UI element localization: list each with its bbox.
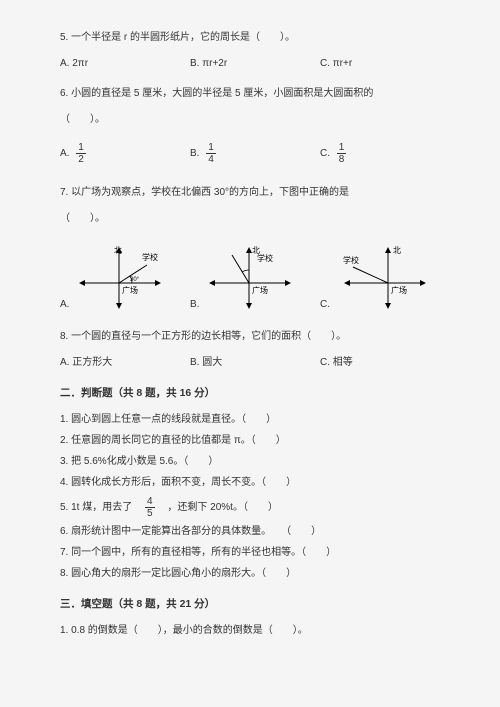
judge-4: 4. 圆转化成长方形后，面积不变，周长不变。（ ）	[60, 475, 450, 491]
svg-text:广场: 广场	[122, 285, 138, 295]
q6-opt-c: C. 1 8	[320, 142, 450, 165]
q8-opt-c: C. 相等	[320, 355, 450, 371]
svg-text:北: 北	[114, 246, 122, 255]
q5-options: A. 2πr B. πr+2r C. πr+r	[60, 56, 450, 72]
q6-options: A. 1 2 B. 1 4 C. 1 8	[60, 142, 450, 165]
judge-7: 7. 同一个圆中，所有的直径相等，所有的半径也相等。（ ）	[60, 545, 450, 561]
fraction-icon: 1 2	[76, 142, 86, 165]
judge-3: 3. 把 5.6%化成小数是 5.6。（ ）	[60, 454, 450, 470]
fraction-icon: 4 5	[145, 496, 155, 519]
fraction-icon: 1 8	[337, 142, 347, 165]
compass-diagram-icon: 北 学校 30° 广场	[72, 243, 167, 313]
judge-6: 6. 扇形统计图中一定能算出各部分的具体数量。 （ ）	[60, 524, 450, 540]
q6-opt-a: A. 1 2	[60, 142, 190, 165]
svg-text:广场: 广场	[391, 285, 407, 295]
svg-text:学校: 学校	[343, 255, 359, 265]
label-b: B.	[190, 297, 199, 313]
q8-text: 8. 一个圆的直径与一个正方形的边长相等，它们的面积（ ）。	[60, 331, 346, 342]
q5-opt-c: C. πr+r	[320, 56, 450, 72]
q6-paren: （ ）。	[60, 112, 450, 128]
j5-pre: 5. 1t 煤，用去了	[60, 502, 142, 513]
diagram-b: B. 北 学校 广场	[190, 243, 320, 313]
label-a: A.	[60, 297, 69, 313]
q8-opt-a: A. 正方形大	[60, 355, 190, 371]
svg-text:30°: 30°	[130, 277, 140, 283]
q5-opt-a: A. 2πr	[60, 56, 190, 72]
q7-paren: （ ）。	[60, 211, 450, 227]
svg-text:广场: 广场	[252, 285, 268, 295]
judge-8: 8. 圆心角大的扇形一定比圆心角小的扇形大。（ ）	[60, 566, 450, 582]
q5-text: 5. 一个半径是 r 的半圆形纸片，它的周长是（ ）。	[60, 32, 295, 43]
q6-b-label: B.	[190, 148, 199, 159]
section-2-title: 二．判断题（共 8 题，共 16 分）	[60, 385, 450, 402]
question-5: 5. 一个半径是 r 的半圆形纸片，它的周长是（ ）。	[60, 30, 450, 46]
fill-1: 1. 0.8 的倒数是（ ），最小的合数的倒数是（ ）。	[60, 623, 450, 639]
judge-5: 5. 1t 煤，用去了 4 5 ，还剩下 20%t。（ ）	[60, 496, 450, 519]
fraction-icon: 1 4	[206, 142, 216, 165]
q6-opt-b: B. 1 4	[190, 142, 320, 165]
q7-text: 7. 以广场为观察点，学校在北偏西 30°的方向上，下图中正确的是	[60, 187, 349, 198]
judge-2: 2. 任意圆的周长同它的直径的比值都是 π。（ ）	[60, 433, 450, 449]
q6-text: 6. 小圆的直径是 5 厘米，大圆的半径是 5 厘米，小圆面积是大圆面积的	[60, 88, 373, 99]
svg-text:学校: 学校	[142, 252, 158, 262]
q7-diagrams: A. 北 学校 30° 广场 B. 北 学校 广场	[60, 243, 450, 313]
section-3-title: 三．填空题（共 8 题，共 21 分）	[60, 596, 450, 613]
q6-a-label: A.	[60, 148, 69, 159]
q8-opt-b: B. 圆大	[190, 355, 320, 371]
question-8: 8. 一个圆的直径与一个正方形的边长相等，它们的面积（ ）。	[60, 329, 450, 345]
label-c: C.	[320, 297, 330, 313]
compass-diagram-icon: 北 学校 广场	[202, 243, 297, 313]
judge-1: 1. 圆心到圆上任意一点的线段就是直径。（ ）	[60, 412, 450, 428]
j5-post: ，还剩下 20%t。（ ）	[157, 502, 278, 513]
diagram-a: A. 北 学校 30° 广场	[60, 243, 190, 313]
question-6: 6. 小圆的直径是 5 厘米，大圆的半径是 5 厘米，小圆面积是大圆面积的	[60, 86, 450, 102]
q5-opt-b: B. πr+2r	[190, 56, 320, 72]
compass-diagram-icon: 北 学校 广场	[333, 243, 428, 313]
diagram-c: C. 北 学校 广场	[320, 243, 450, 313]
svg-text:学校: 学校	[257, 253, 273, 263]
q6-c-label: C.	[320, 148, 330, 159]
q8-options: A. 正方形大 B. 圆大 C. 相等	[60, 355, 450, 371]
question-7: 7. 以广场为观察点，学校在北偏西 30°的方向上，下图中正确的是	[60, 185, 450, 201]
svg-text:北: 北	[393, 246, 401, 255]
